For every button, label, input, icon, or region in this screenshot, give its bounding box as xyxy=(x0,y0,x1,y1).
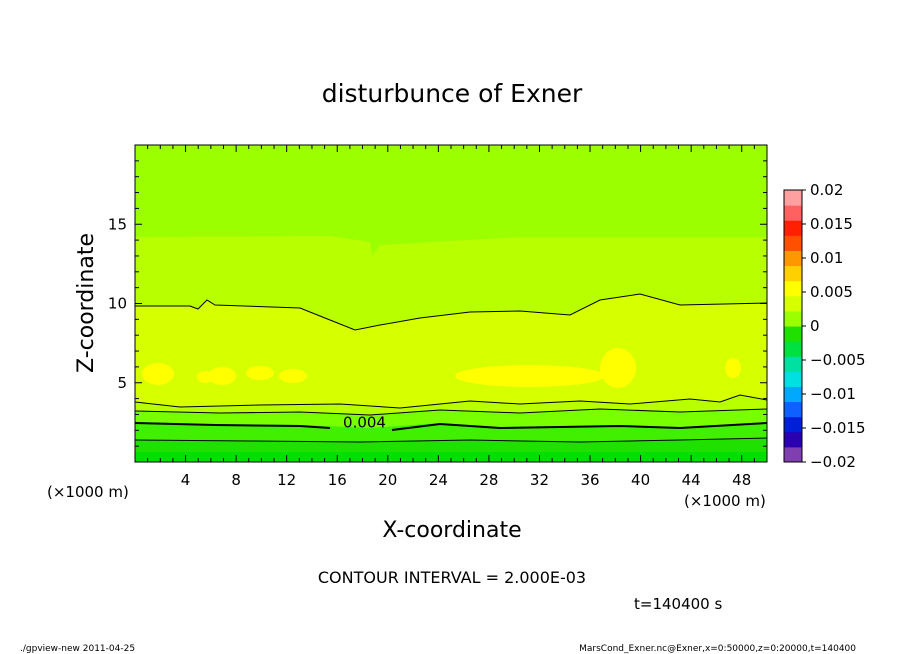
colorbar-tick-label: −0.015 xyxy=(810,419,866,437)
contour-line-thin-3 xyxy=(135,437,767,443)
colorbar-segment xyxy=(784,326,802,342)
x-axis-ticks: 4 8 12 16 20 24 28 32 36 40 44 48 xyxy=(147,145,755,489)
x-tick-label: 8 xyxy=(231,471,241,489)
time-text: t=140400 s xyxy=(634,595,722,613)
y-axis-ticks: 5 10 15 xyxy=(108,160,767,447)
x-tick-label: 12 xyxy=(277,471,296,489)
colorbar-segment xyxy=(784,401,802,418)
x-tick-label: 16 xyxy=(328,471,347,489)
colorbar-segment xyxy=(784,280,802,297)
colorbar-segment xyxy=(784,250,802,267)
footer-right: MarsCond_Exner.nc@Exner,x=0:50000,z=0:20… xyxy=(579,644,856,654)
x-unit-label: (×1000 m) xyxy=(47,483,129,501)
contour-label: 0.004 xyxy=(343,413,386,431)
colorbar-tick-label: −0.02 xyxy=(810,453,856,471)
chart-title: disturbunce of Exner xyxy=(322,79,583,108)
colorbar-segment xyxy=(784,386,802,403)
y-tick-label: 5 xyxy=(117,374,127,392)
colorbar-segment xyxy=(784,341,802,357)
colorbar-tick-label: −0.01 xyxy=(810,385,856,403)
contour-line-thick xyxy=(135,422,767,431)
colorbar-segment xyxy=(784,235,802,251)
y-tick-label: 10 xyxy=(108,295,127,313)
colorbar-segment xyxy=(784,446,802,463)
band-lower-5 xyxy=(135,452,767,462)
contour-line-mid xyxy=(135,394,767,409)
colorbar-tick-label: 0.01 xyxy=(810,249,843,267)
colorbar-ticks: 0.02 0.015 0.01 0.005 0 −0.005 −0.01 −0.015 −0.0… xyxy=(802,181,866,471)
x-tick-label: 40 xyxy=(631,471,650,489)
x-tick-label: 28 xyxy=(479,471,498,489)
contour-interval-text: CONTOUR INTERVAL = 2.000E-03 xyxy=(318,568,586,587)
colorbar-segment xyxy=(784,371,802,387)
yellow-patches xyxy=(142,348,741,388)
x-tick-label: 20 xyxy=(378,471,397,489)
x-tick-label: 48 xyxy=(732,471,751,489)
colorbar-segment xyxy=(784,205,802,221)
colorbar-segment xyxy=(784,265,802,282)
colorbar xyxy=(784,190,802,463)
colorbar-tick-label: −0.005 xyxy=(810,351,866,369)
contour-lines xyxy=(135,293,767,443)
colorbar-tick-label: 0 xyxy=(810,317,820,335)
colorbar-segment xyxy=(784,416,802,433)
footer-left: ./gpview-new 2011-04-25 xyxy=(20,644,135,654)
x-tick-label: 32 xyxy=(530,471,549,489)
y-axis-label: Z-coordinate xyxy=(74,233,99,373)
colorbar-tick-label: 0.005 xyxy=(810,283,853,301)
x-tick-label: 36 xyxy=(580,471,599,489)
x-axis-label: X-coordinate xyxy=(382,518,521,543)
contour-line-upper xyxy=(135,293,767,331)
colorbar-tick-label: 0.02 xyxy=(810,181,843,199)
x-unit-label-right: (×1000 m) xyxy=(684,492,766,510)
x-tick-label: 24 xyxy=(429,471,448,489)
colorbar-tick-label: 0.015 xyxy=(810,215,853,233)
y-tick-label: 15 xyxy=(108,215,127,233)
x-tick-label: 44 xyxy=(682,471,701,489)
x-tick-label: 4 xyxy=(181,471,191,489)
colorbar-segment xyxy=(784,310,802,327)
colorbar-segment xyxy=(784,431,802,448)
colorbar-segment xyxy=(784,356,802,372)
contour-line-thin-2 xyxy=(135,408,767,416)
colorbar-segment xyxy=(784,190,802,206)
contour-field xyxy=(135,145,767,462)
colorbar-segment xyxy=(784,295,802,312)
colorbar-segment xyxy=(784,220,802,236)
